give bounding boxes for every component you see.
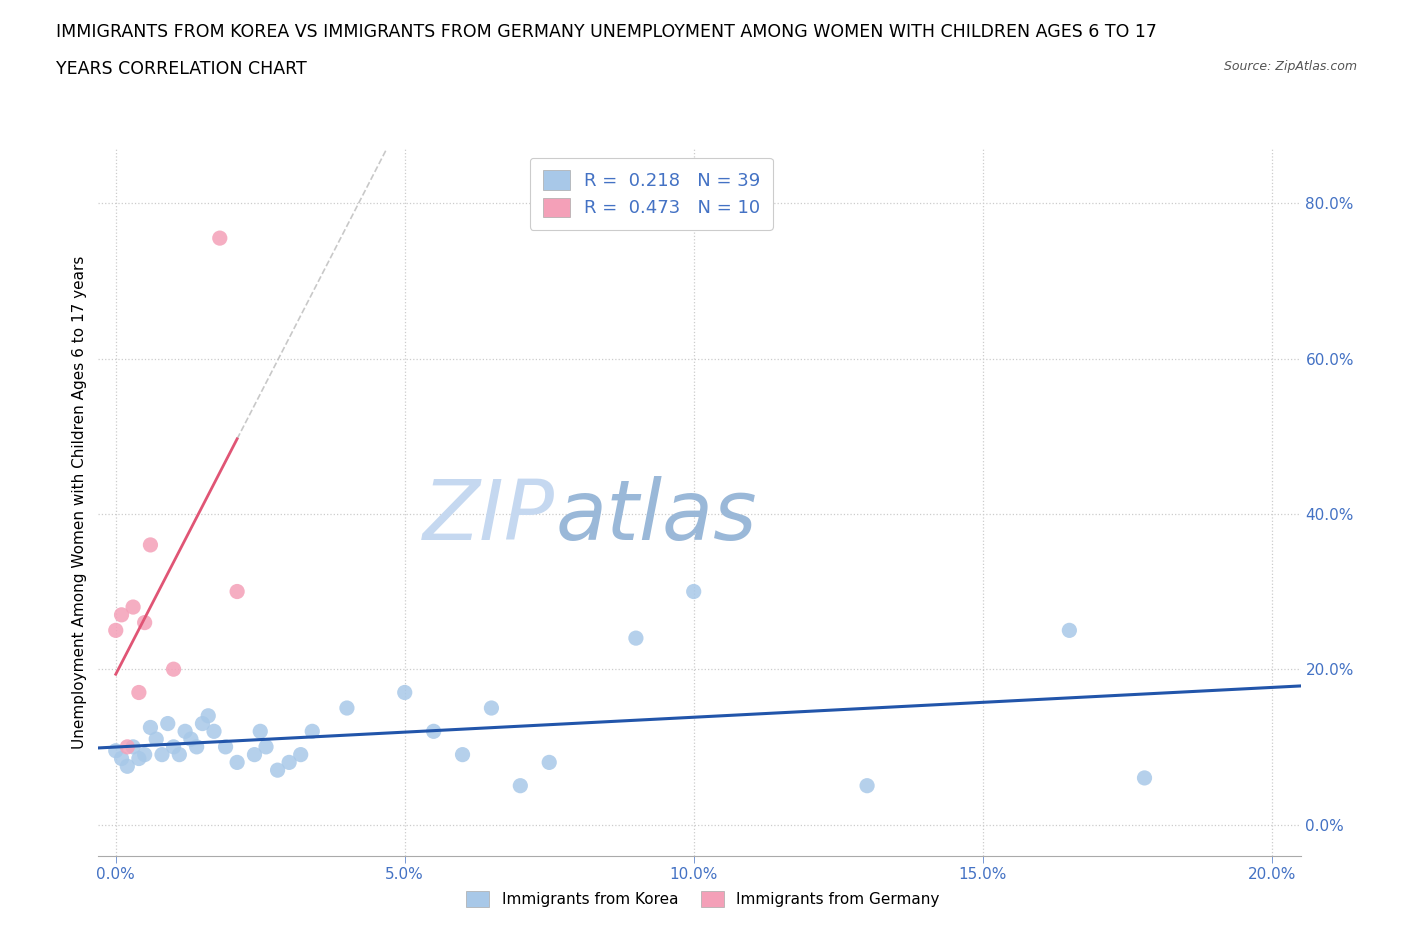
Point — [254, 739, 277, 754]
Point — [682, 584, 704, 599]
Point — [290, 747, 312, 762]
Point — [624, 631, 647, 645]
Point — [481, 700, 503, 715]
Legend: Immigrants from Korea, Immigrants from Germany: Immigrants from Korea, Immigrants from G… — [460, 884, 946, 913]
Point — [538, 755, 561, 770]
Point — [174, 724, 197, 738]
Point — [156, 716, 179, 731]
Point — [249, 724, 271, 738]
Point — [110, 751, 132, 766]
Point — [208, 231, 231, 246]
Point — [226, 584, 249, 599]
Point — [122, 600, 145, 615]
Point — [139, 720, 162, 735]
Point — [1059, 623, 1081, 638]
Text: YEARS CORRELATION CHART: YEARS CORRELATION CHART — [56, 60, 307, 78]
Point — [128, 685, 150, 700]
Point — [197, 709, 219, 724]
Point — [169, 747, 191, 762]
Point — [856, 778, 879, 793]
Point — [451, 747, 474, 762]
Point — [134, 747, 156, 762]
Text: Source: ZipAtlas.com: Source: ZipAtlas.com — [1223, 60, 1357, 73]
Point — [110, 607, 132, 622]
Point — [278, 755, 301, 770]
Point — [422, 724, 444, 738]
Point — [162, 739, 184, 754]
Point — [301, 724, 323, 738]
Point — [122, 739, 145, 754]
Point — [134, 615, 156, 630]
Point — [117, 739, 139, 754]
Point — [162, 662, 184, 677]
Point — [394, 685, 416, 700]
Point — [266, 763, 288, 777]
Point — [180, 732, 202, 747]
Point — [186, 739, 208, 754]
Point — [214, 739, 236, 754]
Point — [145, 732, 167, 747]
Point — [150, 747, 173, 762]
Point — [139, 538, 162, 552]
Point — [243, 747, 266, 762]
Text: IMMIGRANTS FROM KOREA VS IMMIGRANTS FROM GERMANY UNEMPLOYMENT AMONG WOMEN WITH C: IMMIGRANTS FROM KOREA VS IMMIGRANTS FROM… — [56, 23, 1157, 41]
Point — [117, 759, 139, 774]
Point — [336, 700, 359, 715]
Text: ZIP: ZIP — [423, 476, 555, 557]
Point — [509, 778, 531, 793]
Point — [104, 743, 127, 758]
Point — [104, 623, 127, 638]
Point — [128, 751, 150, 766]
Legend: R =  0.218   N = 39, R =  0.473   N = 10: R = 0.218 N = 39, R = 0.473 N = 10 — [530, 158, 773, 230]
Point — [226, 755, 249, 770]
Text: atlas: atlas — [555, 476, 756, 557]
Point — [191, 716, 214, 731]
Y-axis label: Unemployment Among Women with Children Ages 6 to 17 years: Unemployment Among Women with Children A… — [72, 256, 87, 749]
Point — [1133, 770, 1156, 785]
Point — [202, 724, 225, 738]
